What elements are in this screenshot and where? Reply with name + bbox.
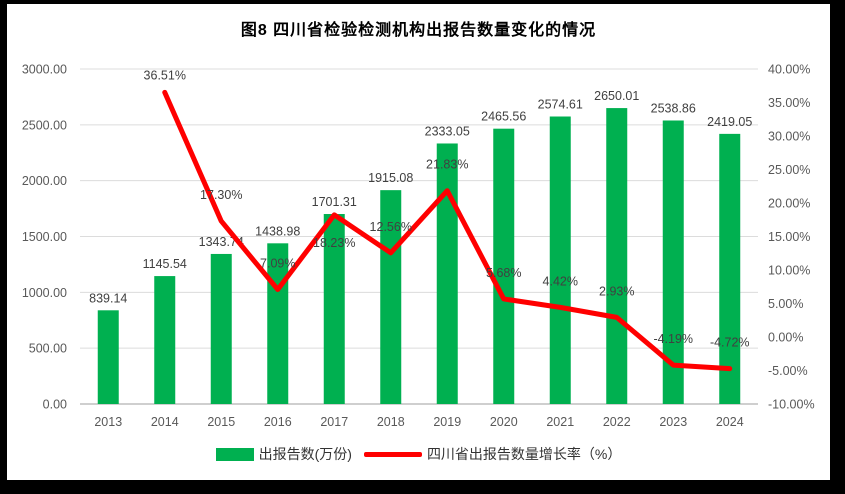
x-axis-tick-label: 2024	[716, 415, 744, 429]
line-value-label: 36.51%	[144, 68, 186, 82]
bar-2014	[154, 276, 176, 404]
right-axis-tick-label: -10.00%	[768, 398, 815, 412]
line-value-label: 2.93%	[599, 284, 634, 298]
left-axis-tick-label: 500.00	[29, 342, 67, 356]
legend-item-bars: 出报告数(万份)	[215, 444, 352, 464]
line-value-label: 4.42%	[543, 274, 578, 288]
x-axis-tick-label: 2022	[603, 415, 631, 429]
x-axis-tick-label: 2016	[264, 415, 292, 429]
bar-2022	[606, 108, 628, 404]
bar-value-label: 2419.05	[707, 115, 752, 129]
x-axis-tick-label: 2017	[320, 415, 348, 429]
bar-value-label: 1438.98	[255, 224, 300, 238]
right-axis-tick-label: 30.00%	[768, 130, 810, 144]
left-axis-tick-label: 2500.00	[22, 118, 67, 132]
bar-value-label: 1915.08	[368, 171, 413, 185]
x-axis-tick-label: 2019	[433, 415, 461, 429]
left-axis-tick-label: 0.00	[43, 398, 67, 412]
line-value-label: 12.56%	[370, 220, 412, 234]
x-axis-tick-label: 2021	[546, 415, 574, 429]
left-axis-tick-label: 1000.00	[22, 286, 67, 300]
bar-value-label: 839.14	[89, 291, 127, 305]
bar-value-label: 1701.31	[312, 195, 357, 209]
bar-value-label: 2574.61	[538, 98, 583, 112]
bar-2013	[97, 310, 119, 404]
left-axis-tick-label: 2000.00	[22, 174, 67, 188]
bar-value-label: 1145.54	[143, 257, 187, 271]
legend-label-bars: 出报告数(万份)	[258, 446, 352, 462]
line-value-label: 5.68%	[486, 266, 521, 280]
bar-2015	[210, 253, 232, 404]
right-axis-tick-label: 20.00%	[768, 197, 810, 211]
right-axis-tick-label: 0.00%	[768, 331, 803, 345]
right-axis-tick-label: 15.00%	[768, 230, 810, 244]
line-value-label: -4.72%	[710, 336, 750, 350]
x-axis-tick-label: 2015	[207, 415, 235, 429]
bar-2020	[493, 128, 515, 404]
line-value-label: -4.19%	[653, 332, 693, 346]
chart-plot: 3000.00 2500.00 2000.00 1500.00 1000.00 500.0…	[22, 63, 815, 430]
bar-value-label: 2650.01	[594, 89, 639, 103]
x-axis-tick-label: 2013	[94, 415, 122, 429]
line-value-label: 18.23%	[313, 236, 355, 250]
bar-2019	[436, 143, 458, 405]
bar-2021	[549, 116, 571, 404]
right-axis-tick-label: 5.00%	[768, 297, 803, 311]
legend-label-line: 四川省出报告数量增长率（%）	[426, 446, 622, 462]
left-axis-tick-label: 3000.00	[22, 63, 67, 77]
x-axis-tick-label: 2020	[490, 415, 518, 429]
right-axis-tick-label: 40.00%	[768, 63, 810, 77]
left-axis-tick-label: 1500.00	[22, 230, 67, 244]
chart-title: 图8 四川省检验检测机构出报告数量变化的情况	[240, 22, 597, 39]
chart-area: 图8 四川省检验检测机构出报告数量变化的情况 3000.00 2500.00 200…	[7, 4, 830, 480]
legend-item-line: 四川省出报告数量增长率（%）	[354, 444, 621, 464]
x-axis-tick-label: 2023	[659, 415, 687, 429]
line-value-label: 17.30%	[200, 188, 242, 202]
line-series-swatch	[363, 451, 422, 457]
right-axis-tick-label: 10.00%	[768, 264, 810, 278]
bar-series-swatch	[215, 447, 254, 461]
x-axis-tick-label: 2018	[377, 415, 405, 429]
bar-value-label: 2333.05	[425, 124, 470, 138]
legend: 出报告数(万份) 四川省出报告数量增长率（%）	[7, 444, 830, 464]
line-value-label: 7.09%	[260, 256, 295, 270]
x-axis-tick-label: 2014	[151, 415, 179, 429]
bar-value-label: 2538.86	[651, 101, 696, 115]
line-value-label: 21.83%	[426, 158, 468, 172]
growth-rate-line	[162, 89, 733, 372]
right-axis-tick-label: 25.00%	[768, 163, 810, 177]
bar-2017	[323, 214, 345, 404]
bar-value-label: 2465.56	[481, 110, 526, 124]
bar-2024	[719, 133, 741, 405]
bar-2023	[662, 120, 684, 405]
right-axis-tick-label: 35.00%	[768, 96, 810, 110]
right-axis-tick-label: -5.00%	[768, 364, 808, 378]
